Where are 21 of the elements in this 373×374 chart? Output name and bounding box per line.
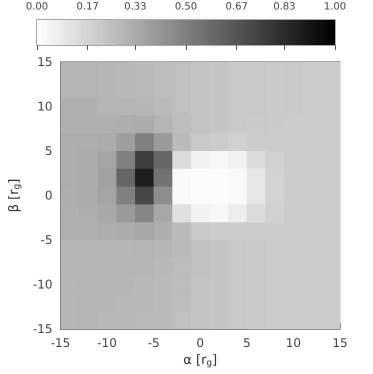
x-tick-label: 10	[286, 336, 302, 350]
x-tick-label: -10	[97, 336, 117, 350]
y-tick-label: -15	[32, 322, 52, 336]
x-tick-label: 15	[332, 336, 348, 350]
color-bar-label: 1.00	[324, 2, 346, 12]
color-bar-label: 0.83	[273, 2, 296, 12]
color-bar-label: 0.67	[226, 2, 248, 12]
y-tick-label: -5	[40, 233, 52, 247]
color-bar-label: 0.50	[174, 2, 198, 12]
x-tick-label: 5	[243, 336, 251, 350]
y-tick-label: -10	[32, 278, 52, 292]
color-bar-label: 0.17	[76, 2, 99, 12]
y-tick-label: 15	[37, 55, 52, 69]
y-axis-title: β [rg]	[7, 178, 22, 212]
color-bar-label: 0.00	[26, 2, 48, 12]
x-tick-label: -5	[148, 336, 160, 350]
color-bar-label: 0.33	[124, 2, 146, 12]
y-tick-label: 5	[44, 144, 52, 158]
y-tick-label: 10	[37, 100, 52, 114]
y-tick-label: 0	[44, 188, 52, 202]
x-tick-label: 0	[196, 336, 204, 350]
